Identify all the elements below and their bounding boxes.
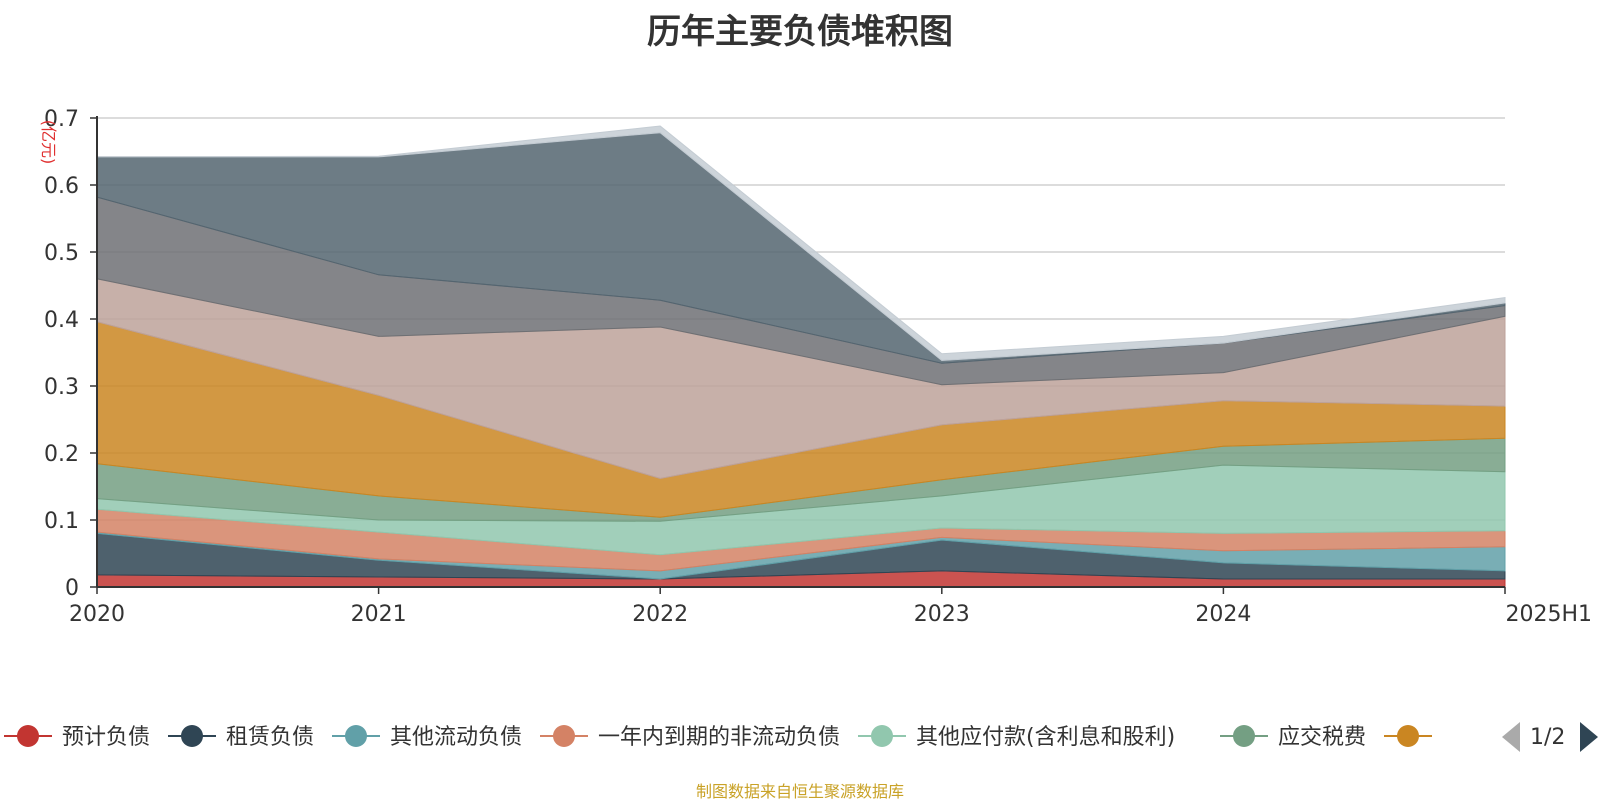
- legend-label: 其他应付款(含利息和股利): [916, 725, 1175, 750]
- legend-item[interactable]: 其他应付款(含利息和股利): [858, 725, 1175, 750]
- legend-label: 应交税费: [1278, 725, 1366, 750]
- legend-page-indicator: 1/2: [1530, 725, 1565, 750]
- y-tick-label: 0.1: [44, 509, 79, 534]
- legend-marker-icon: [1397, 725, 1419, 747]
- y-tick-label: 0.2: [44, 442, 79, 467]
- x-tick-label: 2025H1: [1505, 602, 1592, 627]
- x-tick-label: 2020: [69, 602, 125, 627]
- x-tick-label: 2023: [914, 602, 970, 627]
- chart-title: 历年主要负债堆积图: [647, 12, 953, 52]
- legend-item[interactable]: 预计负债: [4, 725, 150, 750]
- y-tick-label: 0.5: [44, 241, 79, 266]
- legend-marker-icon: [553, 725, 575, 747]
- legend-item[interactable]: 一年内到期的非流动负债: [540, 725, 840, 750]
- y-axis-label: (亿元): [39, 120, 58, 165]
- legend-item[interactable]: 租赁负债: [168, 725, 314, 750]
- legend-item[interactable]: 其他流动负债: [332, 725, 522, 750]
- x-tick-label: 2024: [1195, 602, 1251, 627]
- legend-label: 租赁负债: [226, 725, 314, 750]
- y-tick-label: 0: [65, 576, 79, 601]
- legend-label: 其他流动负债: [390, 725, 522, 750]
- legend-marker-icon: [1233, 725, 1255, 747]
- source-note: 制图数据来自恒生聚源数据库: [695, 782, 904, 801]
- y-tick-label: 0.7: [44, 107, 79, 132]
- legend-marker-icon: [181, 725, 203, 747]
- legend-label: 预计负债: [62, 725, 150, 750]
- legend-prev-icon[interactable]: [1502, 722, 1520, 752]
- y-tick-label: 0.3: [44, 375, 79, 400]
- legend-next-icon[interactable]: [1580, 722, 1598, 752]
- x-tick-label: 2021: [351, 602, 407, 627]
- legend-label: 一年内到期的非流动负债: [598, 725, 840, 750]
- legend-item[interactable]: 应交税费: [1220, 725, 1366, 750]
- y-tick-label: 0.4: [44, 308, 79, 333]
- legend-item[interactable]: [1384, 725, 1432, 747]
- legend-marker-icon: [17, 725, 39, 747]
- x-tick-label: 2022: [632, 602, 688, 627]
- legend-marker-icon: [871, 725, 893, 747]
- area-series-10: [96, 125, 1506, 362]
- legend-marker-icon: [345, 725, 367, 747]
- y-tick-label: 0.6: [44, 174, 79, 199]
